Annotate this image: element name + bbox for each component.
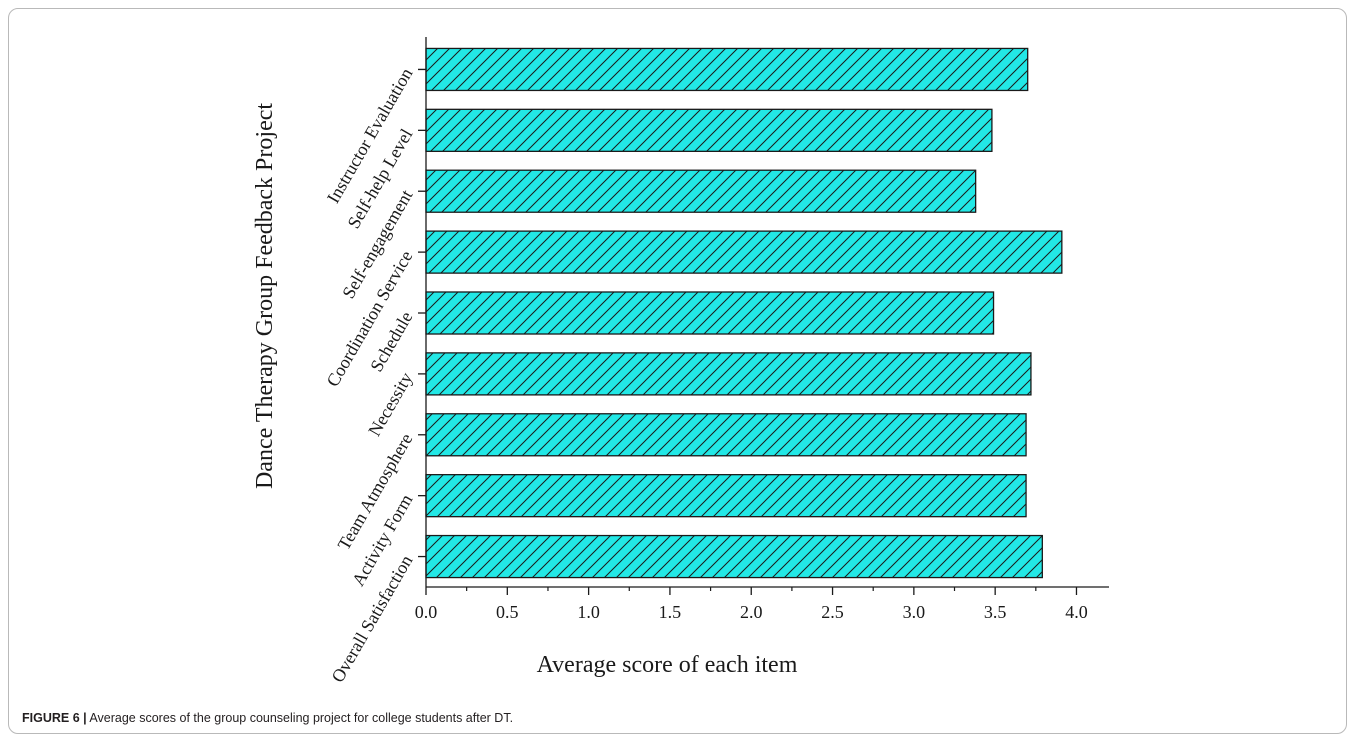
bar-self-engagement: [425, 169, 977, 213]
bar-coordination-service: [425, 230, 1063, 274]
x-tick-label: 2.0: [740, 602, 763, 622]
x-tick-label: 0.0: [415, 602, 438, 622]
caption-label: FIGURE 6 |: [22, 711, 87, 725]
x-tick-label: 1.5: [659, 602, 682, 622]
bars-layer: [425, 47, 1063, 579]
figure-frame: 0.0 0.5 1.0 1.5 2.0 2.5 3.0 3.5 4.0 Overall Sati…: [8, 8, 1347, 734]
x-axis-title: Average score of each item: [537, 652, 798, 678]
x-tick-label: 0.5: [496, 602, 519, 622]
bar-self-help-level: [425, 108, 993, 152]
caption-text: Average scores of the group counseling p…: [89, 711, 514, 725]
bar-necessity: [425, 352, 1032, 396]
bar-schedule: [425, 291, 995, 335]
figure-caption: FIGURE 6 | Average scores of the group c…: [22, 711, 513, 725]
x-tick-label: 4.0: [1065, 602, 1088, 622]
y-axis-title: Dance Therapy Group Feedback Project: [252, 103, 278, 489]
bar-overall-satisfaction: [425, 534, 1043, 579]
bar-activity-form: [425, 474, 1027, 518]
bar-instructor-evaluation: [425, 47, 1029, 92]
x-tick-label: 2.5: [821, 602, 844, 622]
bar-chart: 0.0 0.5 1.0 1.5 2.0 2.5 3.0 3.5 4.0 Overall Sati…: [252, 37, 1109, 686]
x-tick-label: 1.0: [577, 602, 600, 622]
bar-team-atmosphere: [425, 413, 1027, 457]
x-tick-label: 3.5: [984, 602, 1007, 622]
x-ticks: 0.0 0.5 1.0 1.5 2.0 2.5 3.0 3.5 4.0: [415, 587, 1088, 622]
y-tick-label-necessity: Necessity: [364, 369, 416, 440]
x-tick-label: 3.0: [903, 602, 926, 622]
